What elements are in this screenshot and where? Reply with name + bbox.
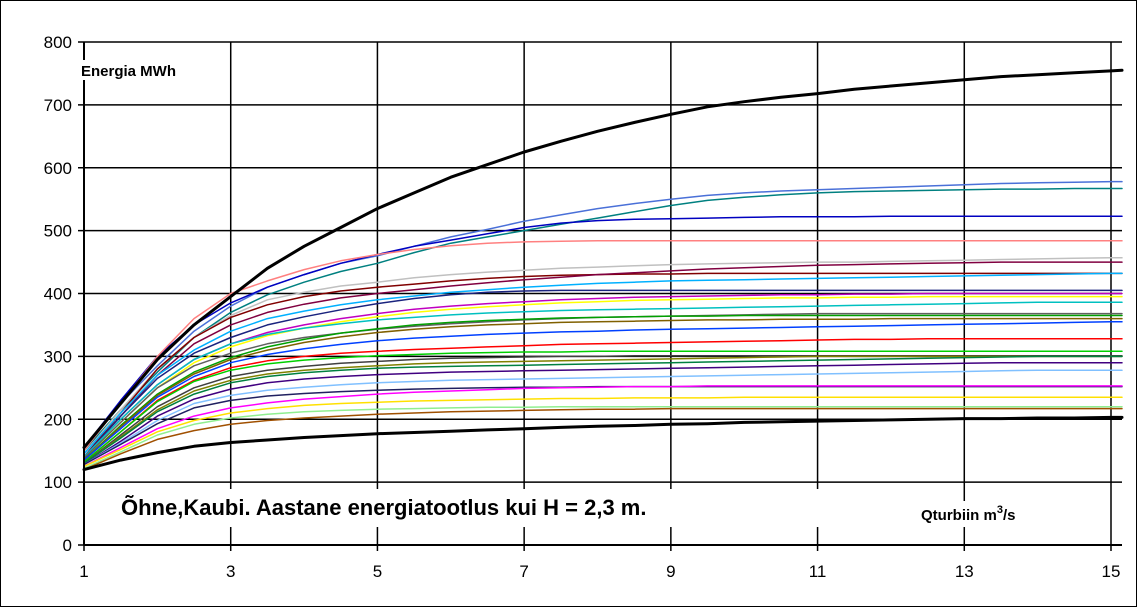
series-line-29 bbox=[83, 405, 1123, 470]
series-lines bbox=[82, 68, 1124, 472]
series-line-11 bbox=[83, 289, 1123, 458]
x-tick-label: 11 bbox=[809, 562, 827, 581]
series-line-23 bbox=[83, 355, 1123, 465]
series-line-12 bbox=[83, 292, 1123, 458]
x-tick-labels: 1 3 5 7 9 11 13 15 bbox=[79, 562, 1120, 581]
y-tick-labels: 0 100 200 300 400 500 600 700 800 bbox=[44, 33, 72, 555]
y-tick-label: 500 bbox=[44, 222, 72, 241]
y-tick-label: 800 bbox=[44, 33, 72, 52]
grid-lines bbox=[83, 41, 1122, 546]
series-line-14 bbox=[83, 301, 1123, 458]
x-tick-label: 9 bbox=[666, 562, 675, 581]
axes bbox=[78, 41, 1122, 551]
x-tick-label: 7 bbox=[519, 562, 528, 581]
y-tick-label: 400 bbox=[44, 285, 72, 304]
series-line-2 bbox=[82, 415, 1124, 472]
series-line-5 bbox=[83, 215, 1123, 449]
title-bg bbox=[116, 489, 836, 527]
series-line-4 bbox=[83, 187, 1123, 452]
x-tick-label: 1 bbox=[79, 562, 88, 581]
series-line-17 bbox=[83, 317, 1123, 461]
y-tick-label: 700 bbox=[44, 96, 72, 115]
y-tick-label: 200 bbox=[44, 410, 72, 429]
series-line-18 bbox=[83, 321, 1123, 461]
series-line-9 bbox=[83, 261, 1123, 458]
x-axis-label-main: Qturbiin m bbox=[921, 507, 997, 524]
series-line-22 bbox=[83, 355, 1123, 465]
x-tick-label: 13 bbox=[955, 562, 974, 581]
series-line-24 bbox=[83, 361, 1123, 466]
x-tick-label: 3 bbox=[226, 562, 235, 581]
series-line-7 bbox=[83, 256, 1123, 455]
y-label-bg bbox=[79, 60, 177, 80]
series-line-1 bbox=[82, 68, 1124, 449]
y-tick-label: 0 bbox=[63, 536, 72, 555]
x-tick-label: 15 bbox=[1102, 562, 1121, 581]
series-line-19 bbox=[83, 338, 1123, 463]
y-tick-label: 600 bbox=[44, 159, 72, 178]
series-line-13 bbox=[83, 295, 1123, 459]
series-line-30 bbox=[83, 407, 1123, 471]
y-tick-label: 300 bbox=[44, 347, 72, 366]
series-line-10 bbox=[83, 272, 1123, 455]
series-line-6 bbox=[83, 239, 1123, 452]
y-axis-label: Energia MWh bbox=[81, 63, 176, 80]
chart-title: Õhne,Kaubi. Aastane energiatootlus kui H… bbox=[121, 495, 646, 520]
series-line-20 bbox=[83, 350, 1123, 463]
y-tick-label: 100 bbox=[44, 473, 72, 492]
x-tick-label: 5 bbox=[373, 562, 382, 581]
series-line-28 bbox=[83, 396, 1123, 468]
x-axis-label-superscript: 3 bbox=[997, 504, 1003, 516]
x-axis-label: Qturbiin m3/s bbox=[921, 504, 1015, 524]
series-line-25 bbox=[83, 369, 1123, 466]
series-line-27 bbox=[83, 385, 1123, 468]
x-axis-label-tail: /s bbox=[1003, 507, 1016, 524]
series-line-16 bbox=[83, 314, 1123, 461]
x-label-bg bbox=[916, 501, 1038, 527]
